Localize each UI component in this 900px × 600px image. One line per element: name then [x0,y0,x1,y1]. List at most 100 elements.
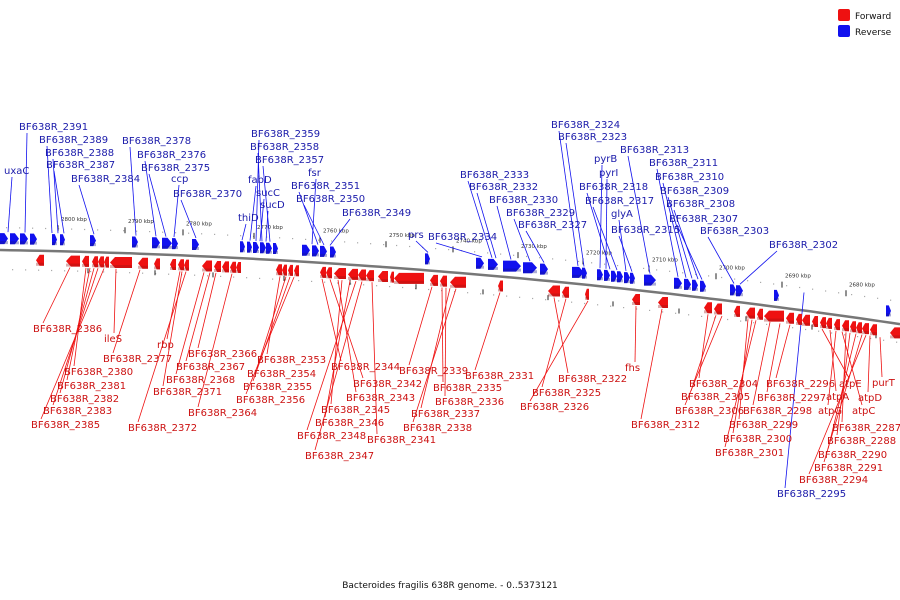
forward-gene-arrow[interactable] [66,255,80,267]
forward-gene-arrow[interactable] [834,319,840,331]
forward-gene-arrow[interactable] [440,275,447,287]
reverse-gene-arrow[interactable] [302,244,310,256]
forward-gene-arrow[interactable] [757,308,763,320]
reverse-gene-arrow[interactable] [604,269,610,281]
forward-gene-arrow[interactable] [842,320,849,332]
forward-gene-arrow[interactable] [430,274,438,286]
reverse-gene-arrow[interactable] [503,260,521,272]
forward-gene-arrow[interactable] [850,321,856,333]
forward-gene-arrow[interactable] [378,271,388,282]
reverse-gene-arrow[interactable] [425,253,430,265]
forward-gene-arrow[interactable] [714,303,722,315]
forward-gene-arrow[interactable] [498,280,503,292]
forward-gene-arrow[interactable] [170,259,176,270]
forward-gene-arrow[interactable] [178,259,184,271]
forward-gene-arrow[interactable] [890,327,900,339]
forward-gene-arrow[interactable] [110,257,132,268]
forward-gene-arrow[interactable] [802,314,810,326]
reverse-gene-arrow[interactable] [700,280,706,292]
forward-gene-arrow[interactable] [276,264,282,276]
forward-gene-arrow[interactable] [450,276,466,288]
reverse-gene-arrow[interactable] [476,257,484,269]
forward-gene-arrow[interactable] [366,270,374,282]
forward-gene-arrow[interactable] [856,322,862,334]
forward-gene-arrow[interactable] [230,261,236,273]
forward-gene-arrow[interactable] [222,261,229,273]
reverse-gene-arrow[interactable] [330,246,336,258]
reverse-gene-arrow[interactable] [312,245,319,257]
reverse-gene-arrow[interactable] [253,242,259,253]
reverse-gene-arrow[interactable] [52,234,57,246]
forward-gene-arrow[interactable] [764,310,784,322]
reverse-gene-arrow[interactable] [582,267,587,279]
reverse-gene-arrow[interactable] [172,238,178,250]
reverse-gene-arrow[interactable] [273,243,278,254]
forward-gene-arrow[interactable] [820,317,826,329]
reverse-gene-arrow[interactable] [692,279,698,291]
forward-gene-arrow[interactable] [36,254,44,266]
forward-gene-arrow[interactable] [358,269,366,281]
forward-gene-arrow[interactable] [390,271,394,283]
forward-gene-arrow[interactable] [585,288,589,300]
forward-gene-arrow[interactable] [202,260,212,272]
reverse-gene-arrow[interactable] [644,274,656,286]
reverse-gene-arrow[interactable] [320,245,327,257]
forward-gene-arrow[interactable] [704,302,712,314]
forward-gene-arrow[interactable] [326,267,332,279]
forward-gene-arrow[interactable] [870,324,877,336]
forward-gene-arrow[interactable] [826,317,832,329]
reverse-gene-arrow[interactable] [774,289,779,301]
forward-gene-arrow[interactable] [154,258,160,270]
reverse-gene-arrow[interactable] [630,272,635,284]
reverse-gene-arrow[interactable] [192,239,199,250]
forward-gene-arrow[interactable] [548,285,560,297]
reverse-gene-arrow[interactable] [736,285,743,297]
reverse-gene-arrow[interactable] [597,269,603,281]
reverse-gene-arrow[interactable] [60,234,65,246]
forward-gene-arrow[interactable] [104,256,109,268]
forward-gene-arrow[interactable] [812,316,818,327]
reverse-gene-arrow[interactable] [730,284,736,296]
forward-gene-arrow[interactable] [236,262,241,273]
reverse-gene-arrow[interactable] [674,277,682,289]
reverse-gene-arrow[interactable] [90,235,96,247]
forward-gene-arrow[interactable] [294,265,299,277]
forward-gene-arrow[interactable] [138,257,148,269]
reverse-gene-arrow[interactable] [572,266,584,278]
forward-gene-arrow[interactable] [288,264,293,276]
forward-gene-arrow[interactable] [786,312,794,324]
forward-gene-arrow[interactable] [394,272,424,284]
forward-gene-arrow[interactable] [214,261,221,272]
forward-gene-arrow[interactable] [562,286,569,298]
reverse-gene-arrow[interactable] [523,262,537,274]
reverse-gene-arrow[interactable] [617,271,623,283]
reverse-gene-arrow[interactable] [684,278,691,290]
reverse-gene-arrow[interactable] [152,237,160,249]
forward-gene-arrow[interactable] [734,305,740,317]
reverse-gene-arrow[interactable] [247,241,252,253]
forward-gene-arrow[interactable] [82,255,89,267]
reverse-gene-arrow[interactable] [240,241,245,253]
forward-gene-arrow[interactable] [348,268,358,280]
forward-gene-arrow[interactable] [746,307,755,319]
reverse-gene-arrow[interactable] [624,272,630,284]
forward-gene-arrow[interactable] [796,313,802,325]
forward-gene-arrow[interactable] [632,294,640,305]
forward-gene-arrow[interactable] [282,264,287,276]
reverse-gene-arrow[interactable] [10,233,19,245]
reverse-gene-arrow[interactable] [20,233,28,245]
forward-gene-arrow[interactable] [862,323,869,335]
gene-arrows[interactable] [0,233,900,339]
forward-gene-arrow[interactable] [658,297,668,308]
reverse-gene-arrow[interactable] [266,242,272,254]
reverse-gene-arrow[interactable] [132,236,138,248]
reverse-gene-arrow[interactable] [162,237,172,249]
reverse-gene-arrow[interactable] [611,270,617,282]
reverse-gene-arrow[interactable] [260,242,266,254]
forward-gene-arrow[interactable] [92,256,98,268]
reverse-gene-arrow[interactable] [30,233,37,245]
forward-gene-arrow[interactable] [98,256,104,268]
forward-gene-arrow[interactable] [334,268,346,279]
reverse-gene-arrow[interactable] [540,263,548,275]
reverse-gene-arrow[interactable] [0,233,8,245]
